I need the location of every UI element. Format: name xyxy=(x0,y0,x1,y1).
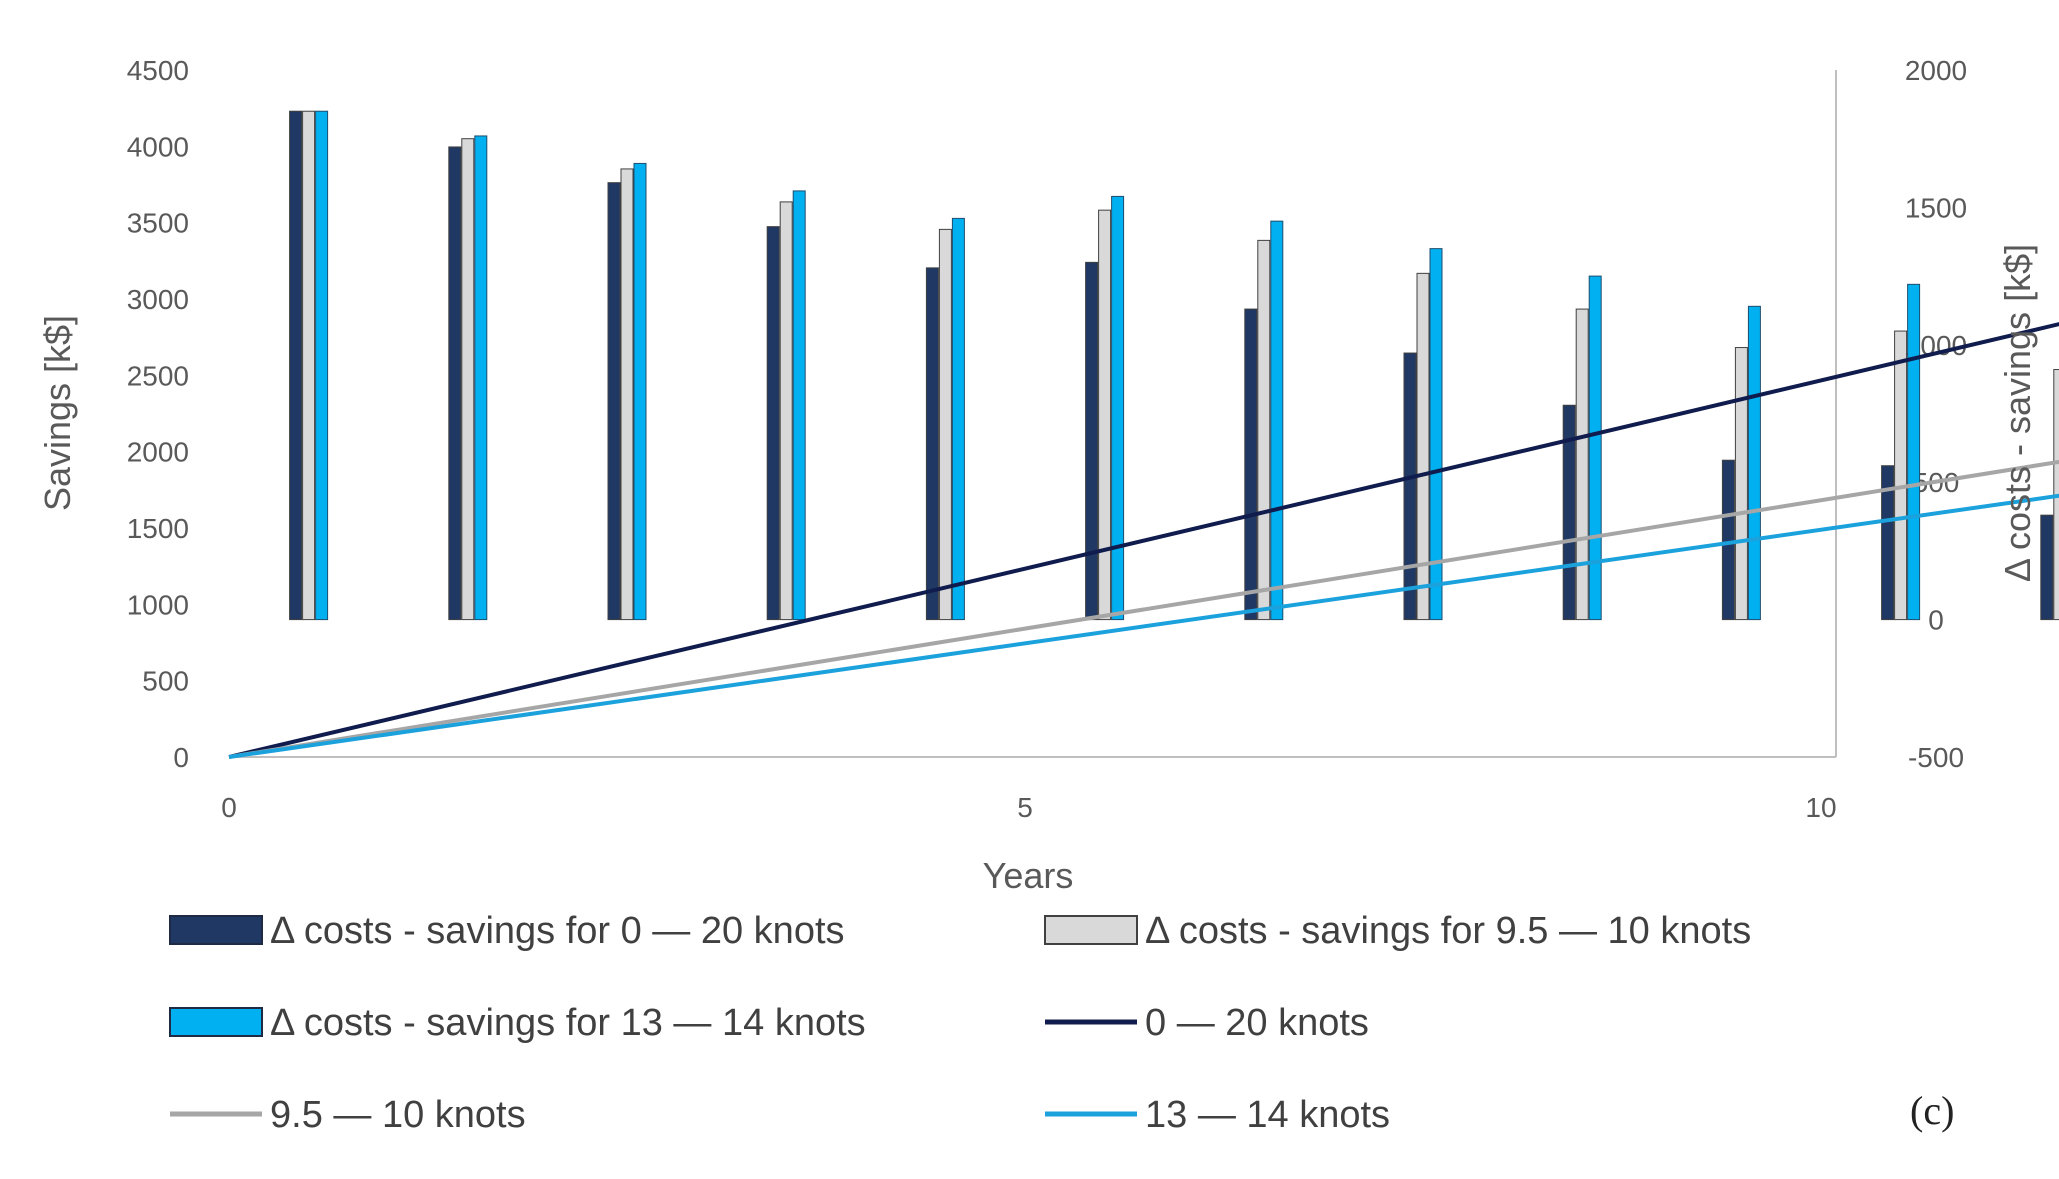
right-y-tick-label: 1500 xyxy=(1905,192,1967,223)
left-y-axis-title: Savings [k$] xyxy=(37,315,78,511)
x-tick-label: 10 xyxy=(1805,792,1836,823)
bar-marks xyxy=(289,110,2059,621)
bar-2-3 xyxy=(792,190,806,621)
legend-label-0: Δ costs - savings for 0 — 20 knots xyxy=(270,910,845,952)
bar-2-10 xyxy=(1907,283,1921,621)
bar-2-4 xyxy=(951,217,965,621)
bar-2-6 xyxy=(1270,220,1284,621)
bar-0-0 xyxy=(289,110,303,621)
right-y-tick-label: 0 xyxy=(1928,605,1944,636)
line-series-2 xyxy=(228,493,2059,759)
bar-0-1 xyxy=(448,146,462,621)
left-y-tick-label: 2000 xyxy=(127,437,189,468)
legend-label-5: 13 — 14 knots xyxy=(1145,1094,1390,1136)
legend-swatch-1 xyxy=(1044,915,1138,945)
bar-2-7 xyxy=(1429,248,1443,621)
left-y-tick-label: 2500 xyxy=(127,360,189,391)
left-y-tick-label: 4000 xyxy=(127,131,189,162)
right-y-tick-label: 2000 xyxy=(1905,55,1967,86)
right-y-axis-title: Δ costs - savings [k$] xyxy=(1997,244,2038,582)
axes xyxy=(229,70,1837,758)
left-y-tick-label: 0 xyxy=(173,742,189,773)
bar-1-4 xyxy=(938,228,952,621)
bar-2-2 xyxy=(633,162,647,621)
x-tick-labels: 0510152025 xyxy=(221,792,1836,823)
bar-0-4 xyxy=(925,267,939,621)
legend-label-1: Δ costs - savings for 9.5 — 10 knots xyxy=(1145,910,1751,952)
bar-2-5 xyxy=(1111,195,1125,621)
x-axis-title: Years xyxy=(983,855,1074,896)
bar-1-0 xyxy=(302,110,316,621)
legend-label-3: 0 — 20 knots xyxy=(1145,1002,1369,1044)
bar-2-8 xyxy=(1588,275,1602,621)
bar-0-5 xyxy=(1085,261,1099,621)
left-y-tick-label: 1000 xyxy=(127,589,189,620)
bar-0-6 xyxy=(1244,308,1258,621)
panel-label: (c) xyxy=(1910,1088,1954,1133)
left-y-tick-label: 3500 xyxy=(127,208,189,239)
x-tick-label: 5 xyxy=(1017,792,1033,823)
legend-swatch-0 xyxy=(169,915,263,945)
left-y-tick-label: 3000 xyxy=(127,284,189,315)
bar-1-6 xyxy=(1257,239,1271,621)
bar-0-11 xyxy=(2040,514,2054,621)
legend-swatch-2 xyxy=(169,1007,263,1037)
bar-1-2 xyxy=(620,168,634,621)
legend-label-2: Δ costs - savings for 13 — 14 knots xyxy=(270,1002,866,1044)
bar-0-2 xyxy=(607,182,621,621)
legend-label-4: 9.5 — 10 knots xyxy=(270,1094,526,1136)
bar-0-9 xyxy=(1721,459,1735,621)
x-tick-label: 0 xyxy=(221,792,237,823)
bar-1-5 xyxy=(1098,209,1112,621)
bar-1-3 xyxy=(779,201,793,621)
left-y-tick-labels: 0 500 1000 1500 2000 2500 3000 3500 4000 4500 xyxy=(127,55,189,773)
bar-1-9 xyxy=(1734,347,1748,621)
line-marks xyxy=(228,322,2059,759)
bar-0-10 xyxy=(1881,465,1895,621)
bar-0-3 xyxy=(766,226,780,621)
bar-2-9 xyxy=(1747,305,1761,621)
left-y-tick-label: 4500 xyxy=(127,55,189,86)
bar-0-7 xyxy=(1403,352,1417,621)
left-y-tick-label: 500 xyxy=(142,666,189,697)
bar-1-7 xyxy=(1416,272,1430,621)
line-series-0 xyxy=(228,322,2059,759)
bar-1-10 xyxy=(1894,330,1908,621)
bar-1-8 xyxy=(1575,308,1589,621)
legend: Δ costs - savings for 0 — 20 knots Δ cost… xyxy=(169,910,1751,1136)
line-series-1 xyxy=(228,459,2059,759)
right-y-tick-label: -500 xyxy=(1908,742,1964,773)
bar-2-0 xyxy=(315,110,329,621)
bar-1-1 xyxy=(461,138,475,621)
bar-2-1 xyxy=(474,135,488,621)
left-y-tick-label: 1500 xyxy=(127,513,189,544)
